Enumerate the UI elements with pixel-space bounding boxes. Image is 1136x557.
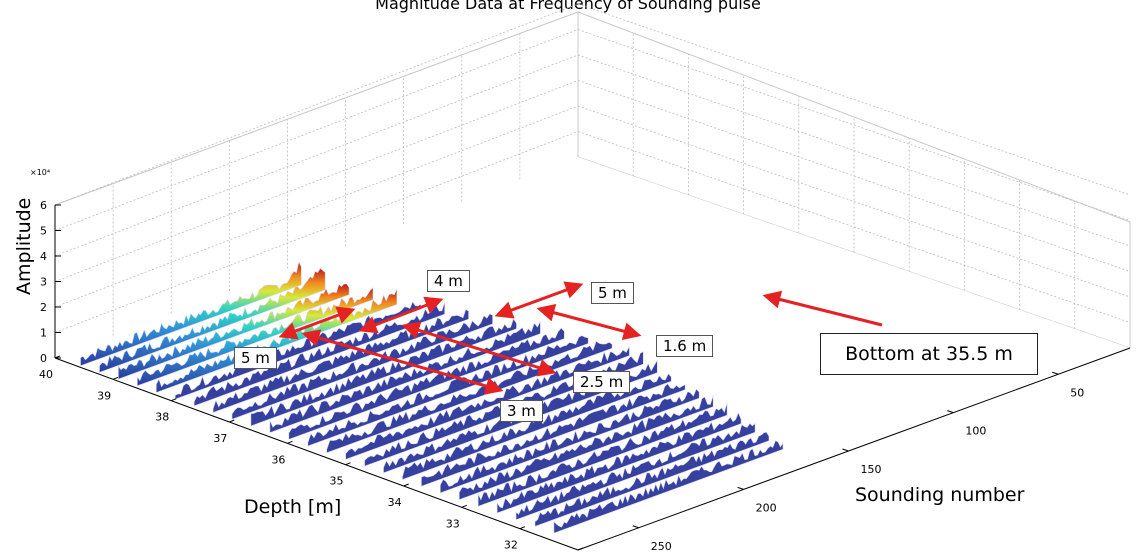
depth-tick-mark: [229, 419, 235, 423]
right-back-wall-edge: [577, 11, 1131, 348]
depth-tick-label: 32: [504, 539, 518, 552]
sounding-tick-label: 100: [965, 425, 986, 438]
annotation-4m: 4 m: [427, 270, 470, 292]
sounding-tick-mark: [632, 525, 639, 529]
surface-row: [80, 261, 302, 367]
arrow-bottom: [762, 290, 883, 327]
arrow-2-5m: [401, 321, 557, 377]
grid-line: [54, 3, 579, 206]
sounding-tick-label: 200: [756, 501, 777, 514]
depth-tick-mark: [461, 504, 467, 508]
z-tick-label: 1: [40, 327, 47, 340]
depth-tick-label: 37: [213, 432, 227, 445]
z-tick-label: 5: [40, 225, 47, 238]
arrow-1-6m: [536, 303, 642, 341]
depth-tick-mark: [171, 398, 177, 402]
depth-tick-mark: [287, 440, 293, 444]
surface-row: [345, 346, 630, 460]
amplitude-axis-title: Amplitude: [13, 197, 35, 295]
grid-line: [54, 131, 579, 333]
grid-line: [577, 3, 1131, 196]
z-tick-label: 4: [40, 250, 47, 263]
z-tick-label: 6: [40, 199, 47, 212]
depth-tick-label: 35: [330, 475, 344, 488]
grid-line: [577, 105, 1131, 298]
annotation-2-5m: 2.5 m: [573, 371, 631, 393]
depth-tick-label: 39: [97, 389, 111, 402]
z-multiplier: ×10⁴: [30, 168, 50, 177]
amplitude-ticks: 0 1 2 3 4 5 6: [40, 199, 61, 365]
sounding-axis-title: Sounding number: [855, 484, 1025, 506]
sounding-tick-label: 50: [1070, 386, 1084, 399]
annotation-1-6m: 1.6 m: [656, 335, 714, 357]
depth-tick-label: 40: [39, 368, 53, 381]
surface-row: [534, 431, 770, 527]
sounding-ticks: 50 100 150 200 250: [632, 371, 1084, 553]
grid-line: [54, 29, 579, 231]
sounding-tick-mark: [737, 486, 744, 490]
depth-tick-mark: [403, 483, 409, 487]
annotation-5m-left: 5 m: [234, 347, 277, 369]
surface-row: [553, 440, 784, 534]
depth-tick-label: 33: [446, 517, 460, 530]
annotation-arrows: [278, 281, 883, 395]
depth-tick-mark: [345, 462, 351, 466]
grid-lines: [54, 3, 1131, 336]
depth-tick-mark: [112, 376, 119, 380]
arrow-5m-left: [278, 306, 356, 340]
grid-line: [577, 29, 1131, 221]
arrow-4m: [358, 296, 444, 334]
depth-tick-mark: [577, 547, 584, 551]
z-tick-label: 2: [40, 301, 47, 314]
depth-tick-label: 34: [388, 496, 402, 509]
depth-axis-title: Depth [m]: [244, 496, 342, 518]
depth-tick-label: 36: [271, 453, 285, 466]
surface-row: [458, 395, 714, 501]
sounding-axis-line: [577, 347, 1131, 551]
depth-tick-label: 38: [155, 411, 169, 424]
grid-line: [54, 80, 579, 282]
surface-row: [515, 422, 756, 521]
sounding-tick-mark: [947, 410, 954, 414]
surface-row: [99, 267, 326, 373]
depth-axis-line: [54, 357, 579, 551]
annotation-3m: 3 m: [500, 400, 543, 422]
surface-row: [439, 388, 700, 494]
grid-line: [54, 105, 579, 308]
grid-line: [54, 54, 579, 257]
sounding-tick-mark: [842, 448, 849, 452]
bottom-callout: Bottom at 35.5 m: [820, 333, 1038, 375]
depth-tick-mark: [519, 526, 526, 530]
z-tick-label: 3: [40, 276, 47, 289]
surface-row: [496, 411, 742, 514]
surface-row: [421, 383, 686, 487]
sounding-tick-label: 150: [860, 463, 881, 476]
sounding-tick-mark: [1052, 371, 1059, 375]
depth-ticks: 40393837363534333231: [39, 355, 584, 552]
arrow-5m-right: [494, 281, 584, 319]
z-tick-label: 0: [40, 352, 47, 365]
annotation-5m-right: 5 m: [591, 282, 634, 304]
sounding-tick-label: 250: [651, 540, 672, 553]
chart-title: Magnitude Data at Frequency of Sounding …: [375, 0, 761, 13]
surface-row: [477, 402, 728, 507]
surface-row: [118, 283, 350, 380]
depth-tick-mark: [54, 355, 61, 359]
